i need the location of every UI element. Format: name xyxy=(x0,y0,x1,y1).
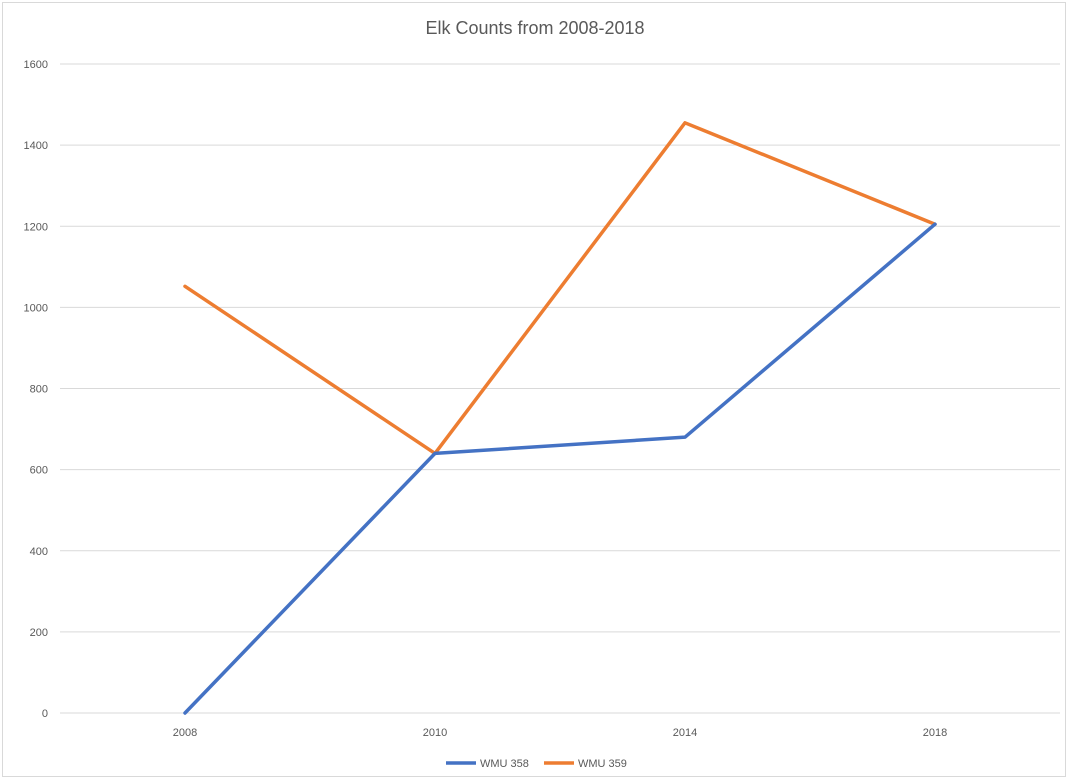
y-tick-label: 200 xyxy=(30,627,48,639)
y-axis-tick-labels: 0 200 400 600 800 1000 1200 1400 1600 xyxy=(24,59,48,720)
y-tick-label: 800 xyxy=(30,384,48,396)
series-lines xyxy=(183,121,937,715)
y-tick-label: 400 xyxy=(30,546,48,558)
legend: WMU 358 WMU 359 xyxy=(446,758,627,770)
y-tick-label: 1400 xyxy=(24,140,48,152)
chart-title: Elk Counts from 2008-2018 xyxy=(425,18,645,38)
series-line-wmu-359 xyxy=(183,121,937,456)
legend-label: WMU 358 xyxy=(480,758,529,770)
x-tick-label: 2010 xyxy=(423,727,447,739)
legend-label: WMU 359 xyxy=(578,758,627,770)
y-tick-label: 1200 xyxy=(24,221,48,233)
x-tick-label: 2008 xyxy=(173,727,197,739)
x-tick-label: 2014 xyxy=(673,727,697,739)
y-tick-label: 0 xyxy=(42,708,48,720)
series-line-wmu-358 xyxy=(183,222,937,715)
x-tick-label: 2018 xyxy=(923,727,947,739)
y-tick-label: 600 xyxy=(30,465,48,477)
y-tick-label: 1000 xyxy=(24,302,48,314)
y-tick-label: 1600 xyxy=(24,59,48,71)
x-axis-tick-labels: 2008 2010 2014 2018 xyxy=(173,727,947,739)
gridlines xyxy=(60,63,1060,714)
